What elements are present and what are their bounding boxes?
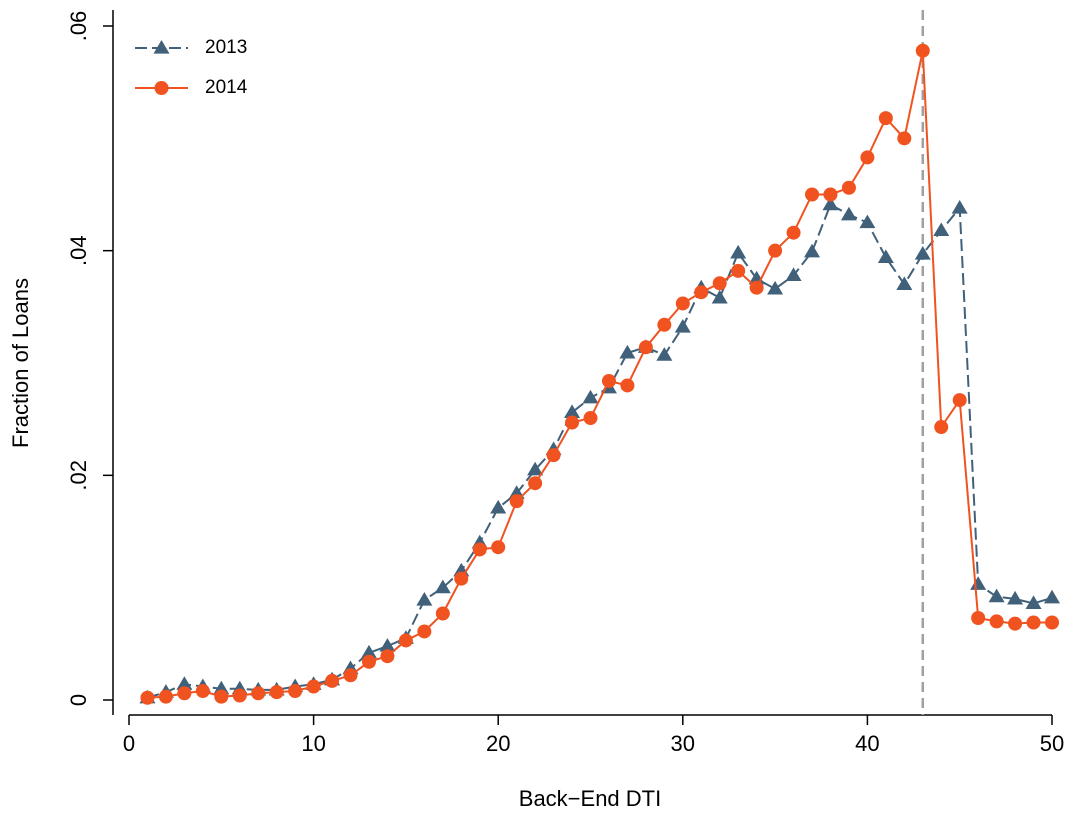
- data-marker: [786, 225, 801, 240]
- x-tick-label: 10: [301, 731, 325, 756]
- data-marker: [454, 571, 469, 586]
- data-marker: [805, 187, 820, 202]
- data-marker: [306, 679, 321, 694]
- x-tick-label: 20: [486, 731, 510, 756]
- data-marker: [656, 347, 673, 361]
- legend-label: 2014: [205, 77, 248, 98]
- data-marker: [841, 180, 856, 195]
- data-marker: [380, 649, 395, 664]
- data-marker: [325, 673, 340, 688]
- legend-marker: [153, 40, 170, 54]
- data-marker: [804, 243, 821, 258]
- data-marker: [398, 633, 413, 648]
- y-axis-title: Fraction of Loans: [8, 278, 33, 448]
- legend-label: 2013: [205, 37, 247, 58]
- data-marker: [952, 393, 967, 408]
- data-marker: [158, 689, 173, 704]
- data-marker: [491, 540, 506, 555]
- data-marker: [360, 644, 377, 659]
- data-marker: [435, 606, 450, 621]
- x-tick-label: 40: [855, 731, 879, 756]
- data-marker: [970, 576, 987, 590]
- data-marker: [860, 150, 875, 165]
- x-tick-label: 30: [671, 731, 695, 756]
- data-marker: [933, 222, 950, 237]
- data-marker: [768, 243, 783, 258]
- x-axis-title: Back−End DTI: [519, 786, 661, 811]
- data-marker: [583, 411, 598, 426]
- data-marker: [915, 43, 930, 58]
- data-marker: [546, 448, 561, 463]
- data-marker: [288, 684, 303, 699]
- data-marker: [565, 415, 580, 430]
- data-marker: [417, 624, 432, 639]
- data-marker: [785, 267, 802, 281]
- data-marker: [749, 280, 764, 295]
- data-marker: [1044, 589, 1060, 604]
- data-marker: [675, 296, 690, 311]
- data-marker: [251, 686, 266, 701]
- data-marker: [951, 199, 968, 214]
- data-marker: [1007, 590, 1024, 605]
- data-marker: [934, 420, 949, 435]
- data-marker: [361, 654, 376, 669]
- data-marker: [840, 206, 857, 221]
- data-marker: [878, 111, 893, 126]
- data-marker: [877, 249, 894, 264]
- data-marker: [897, 131, 912, 146]
- data-marker: [1025, 595, 1042, 609]
- data-marker: [731, 263, 746, 278]
- data-marker: [712, 276, 727, 291]
- y-tick-label: 0: [66, 694, 91, 706]
- data-marker: [379, 638, 396, 652]
- data-marker: [232, 688, 247, 703]
- series-line: [147, 203, 1053, 699]
- data-marker: [730, 244, 747, 259]
- data-marker: [619, 344, 636, 359]
- data-marker: [971, 610, 986, 625]
- data-marker: [822, 196, 839, 211]
- data-marker: [638, 340, 653, 355]
- data-marker: [823, 187, 838, 202]
- data-marker: [1026, 615, 1041, 630]
- data-marker: [859, 214, 876, 229]
- y-tick-label: .02: [66, 460, 91, 491]
- x-tick-label: 0: [123, 731, 135, 756]
- data-marker: [620, 378, 635, 393]
- data-marker: [1008, 616, 1023, 631]
- y-tick-label: .04: [66, 235, 91, 266]
- data-marker: [694, 285, 709, 300]
- data-marker: [177, 686, 192, 701]
- data-marker: [490, 499, 507, 514]
- series-line: [147, 50, 1052, 699]
- data-marker: [988, 588, 1005, 603]
- data-marker: [140, 690, 155, 705]
- data-marker: [674, 319, 691, 333]
- data-marker: [214, 689, 229, 704]
- data-marker: [711, 289, 728, 304]
- data-marker: [582, 389, 599, 404]
- legend-marker: [154, 81, 169, 95]
- data-marker: [527, 461, 544, 476]
- data-marker: [564, 404, 581, 419]
- y-tick-label: .06: [66, 11, 91, 42]
- data-marker: [528, 476, 543, 491]
- data-marker: [343, 668, 358, 683]
- data-marker: [601, 373, 616, 388]
- data-marker: [1045, 615, 1059, 630]
- data-marker: [195, 684, 210, 699]
- data-marker: [176, 676, 193, 690]
- data-marker: [989, 614, 1004, 629]
- data-marker: [434, 579, 451, 594]
- data-marker: [509, 494, 524, 509]
- data-marker: [472, 542, 487, 557]
- x-tick-label: 50: [1040, 731, 1064, 756]
- data-marker: [914, 246, 931, 260]
- data-marker: [767, 280, 784, 295]
- data-marker: [657, 317, 672, 332]
- data-marker: [896, 276, 913, 290]
- data-marker: [269, 685, 284, 700]
- data-marker: [416, 592, 433, 606]
